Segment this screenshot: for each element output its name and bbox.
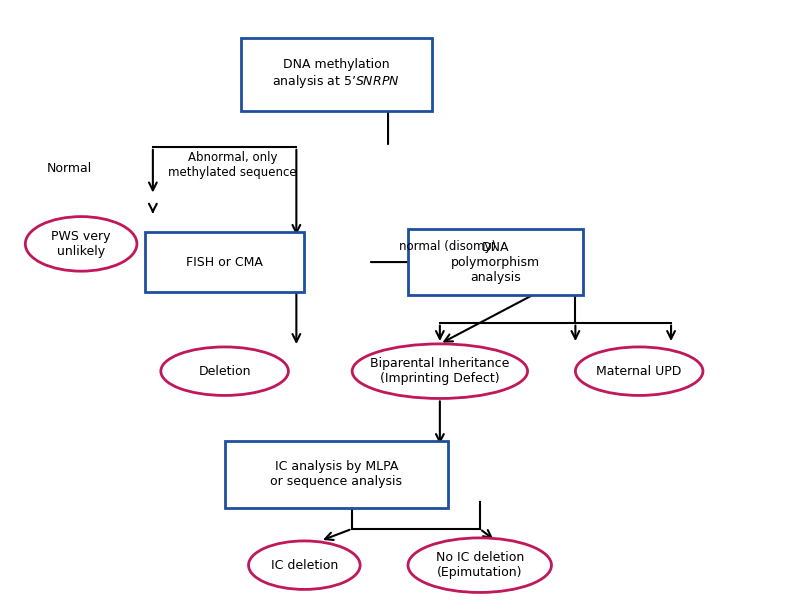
FancyBboxPatch shape [408,229,583,295]
Text: IC deletion: IC deletion [270,558,338,572]
Text: Maternal UPD: Maternal UPD [597,365,682,378]
Ellipse shape [408,538,551,593]
FancyBboxPatch shape [241,38,432,110]
Text: normal (disomy): normal (disomy) [399,241,496,253]
Text: IC analysis by MLPA
or sequence analysis: IC analysis by MLPA or sequence analysis [270,460,402,488]
Text: PWS very
unlikely: PWS very unlikely [51,230,111,258]
Ellipse shape [26,217,137,271]
Text: Abnormal, only
methylated sequence: Abnormal, only methylated sequence [168,151,297,179]
Text: DNA methylation
analysis at 5’$\it{SNRPN}$: DNA methylation analysis at 5’$\it{SNRPN… [273,58,400,90]
FancyBboxPatch shape [145,232,304,292]
Text: Biparental Inheritance
(Imprinting Defect): Biparental Inheritance (Imprinting Defec… [370,357,510,385]
Ellipse shape [161,347,288,395]
Ellipse shape [352,344,527,398]
Text: Deletion: Deletion [198,365,251,378]
Text: No IC deletion
(Epimutation): No IC deletion (Epimutation) [435,551,524,579]
Text: FISH or CMA: FISH or CMA [186,256,263,269]
FancyBboxPatch shape [225,441,448,507]
Text: Normal: Normal [46,161,92,175]
Ellipse shape [249,541,360,590]
Text: DNA
polymorphism
analysis: DNA polymorphism analysis [451,241,540,284]
Ellipse shape [575,347,703,395]
